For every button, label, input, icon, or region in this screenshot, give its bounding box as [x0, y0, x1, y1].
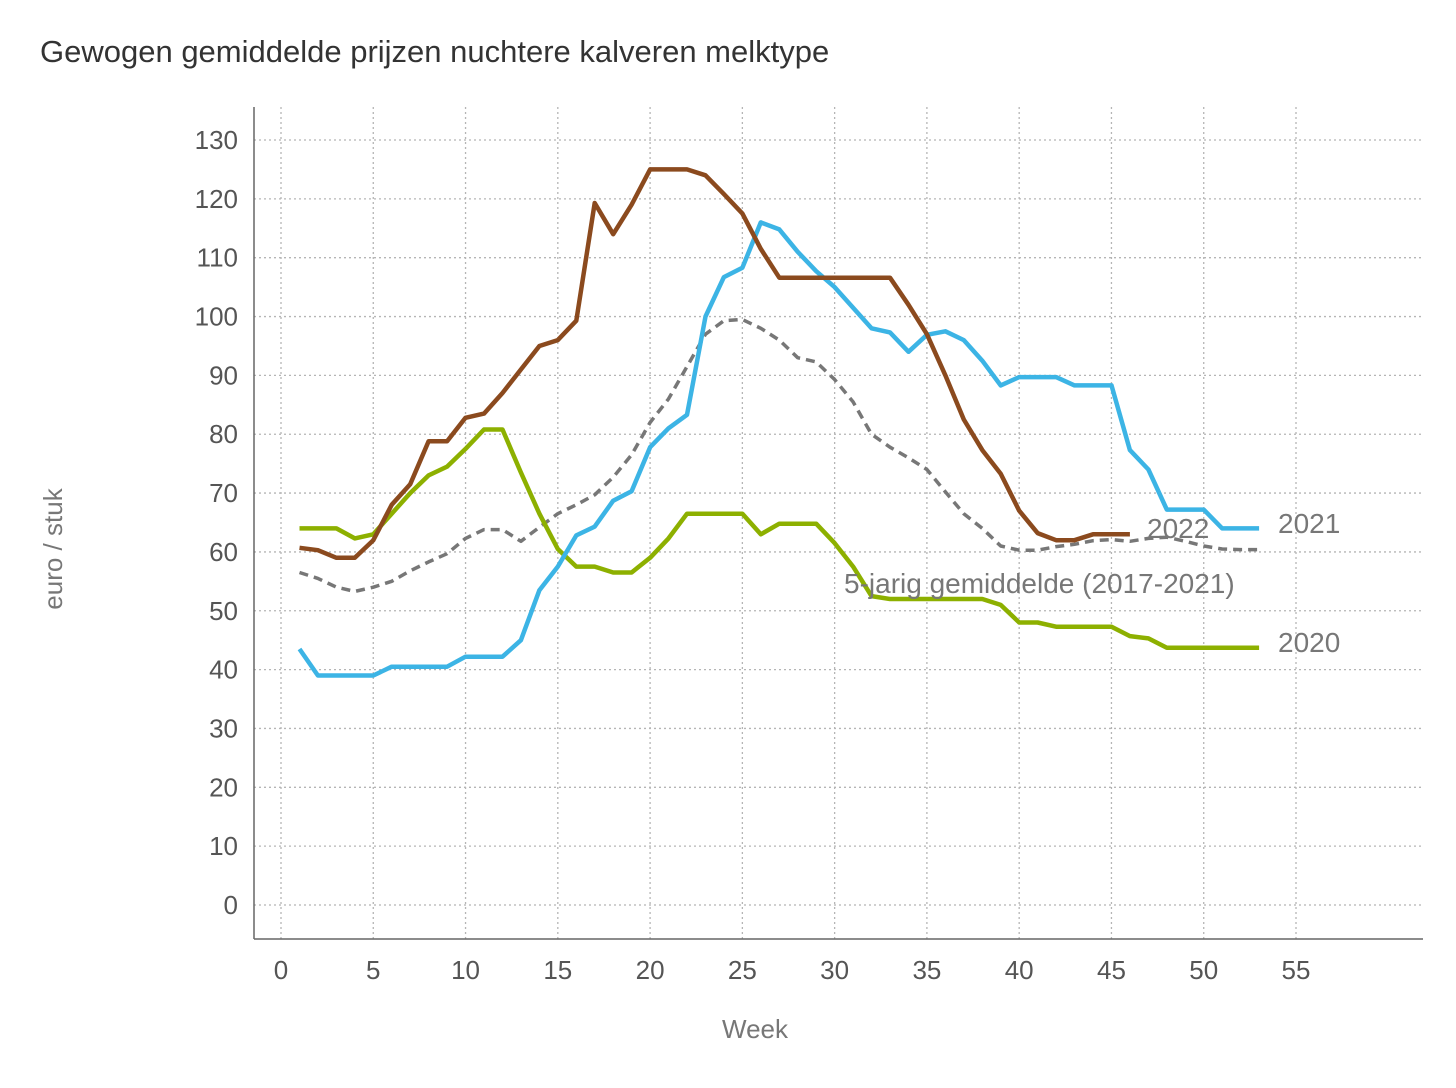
- x-tick-label: 30: [820, 955, 849, 985]
- y-tick-label: 30: [209, 713, 238, 743]
- series-line-2: [297, 220, 1260, 678]
- y-tick-label: 100: [195, 302, 238, 332]
- grid: [254, 107, 1423, 939]
- x-tick-label: 20: [636, 955, 665, 985]
- x-tick-label: 40: [1005, 955, 1034, 985]
- y-tick-label: 120: [195, 184, 238, 214]
- x-tick-labels: 0 5 10 15 20 25 30 35 40 45 50 55: [274, 955, 1311, 985]
- series-line-0: [298, 317, 1260, 594]
- x-tick-label: 10: [451, 955, 480, 985]
- x-tick-label: 45: [1097, 955, 1126, 985]
- series-lines: [297, 167, 1260, 678]
- x-tick-label: 0: [274, 955, 288, 985]
- x-tick-label: 25: [728, 955, 757, 985]
- y-tick-label: 110: [197, 243, 238, 273]
- y-tick-label: 20: [209, 772, 238, 802]
- y-axis-title: euro / stuk: [38, 487, 68, 609]
- y-tick-label: 70: [209, 478, 238, 508]
- y-tick-label: 10: [209, 831, 238, 861]
- series-line-3: [299, 167, 1130, 561]
- series-labels: 2022 2021 5-jarig gemiddelde (2017-2021)…: [844, 508, 1340, 658]
- series-label-2021: 2021: [1278, 508, 1340, 539]
- y-tick-label: 80: [209, 419, 238, 449]
- x-tick-label: 15: [543, 955, 572, 985]
- x-tick-label: 35: [912, 955, 941, 985]
- series-line-1: [299, 427, 1260, 651]
- y-tick-label: 50: [209, 596, 238, 626]
- y-tick-label: 40: [209, 655, 238, 685]
- y-tick-label: 0: [224, 890, 238, 920]
- series-label-2022: 2022: [1147, 513, 1209, 544]
- series-label-5yr-average: 5-jarig gemiddelde (2017-2021): [844, 568, 1235, 599]
- y-tick-label: 90: [209, 360, 238, 390]
- x-tick-label: 55: [1282, 955, 1311, 985]
- series-label-2020: 2020: [1278, 627, 1340, 658]
- y-tick-label: 60: [209, 537, 238, 567]
- x-tick-label: 50: [1189, 955, 1218, 985]
- chart-title: Gewogen gemiddelde prijzen nuchtere kalv…: [40, 34, 830, 69]
- x-tick-label: 5: [366, 955, 380, 985]
- axes: [253, 107, 1423, 940]
- x-axis-title: Week: [722, 1014, 789, 1044]
- y-tick-label: 130: [195, 125, 238, 155]
- y-tick-labels: 0 10 20 30 40 50 60 70 80 90 100 110 120 130: [195, 125, 238, 920]
